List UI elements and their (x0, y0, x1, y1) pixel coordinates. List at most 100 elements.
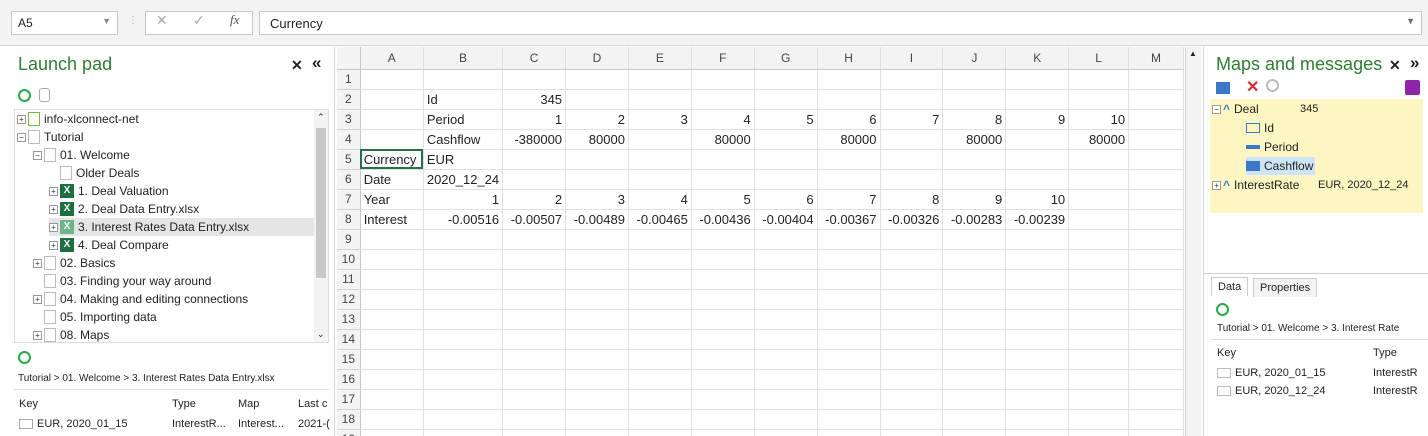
cell[interactable] (817, 249, 881, 270)
tree-item-maps[interactable]: +08. Maps (33, 326, 109, 342)
cell[interactable]: 7 (817, 189, 881, 210)
select-all-corner[interactable] (337, 47, 361, 70)
cell[interactable] (502, 149, 567, 170)
cell[interactable] (817, 409, 881, 430)
cell[interactable] (360, 249, 424, 270)
cell[interactable] (502, 369, 567, 390)
cell[interactable] (942, 429, 1007, 436)
cell[interactable] (1068, 89, 1130, 110)
cell[interactable]: Year (360, 189, 424, 210)
cell[interactable]: EUR (423, 149, 504, 170)
cell[interactable]: 6 (817, 109, 881, 130)
cell[interactable] (423, 309, 504, 330)
database-icon[interactable] (39, 88, 50, 102)
cell[interactable] (628, 149, 692, 170)
cell[interactable] (360, 429, 424, 436)
cell[interactable] (1005, 429, 1070, 436)
cell[interactable]: 9 (1005, 109, 1070, 130)
tab-properties[interactable]: Properties (1253, 278, 1318, 297)
scroll-down-icon[interactable]: ⌄ (317, 329, 325, 339)
expand-icon[interactable]: » (1410, 53, 1420, 72)
cell[interactable] (691, 149, 755, 170)
cell[interactable]: 1 (423, 189, 504, 210)
delete-icon[interactable]: ✕ (1246, 79, 1260, 96)
cell[interactable] (691, 229, 755, 250)
cell[interactable] (1128, 89, 1184, 110)
cell[interactable] (1068, 329, 1130, 350)
cell[interactable] (754, 169, 818, 190)
cell[interactable] (1005, 249, 1070, 270)
map-item-period[interactable]: Period (1246, 138, 1299, 156)
cell[interactable] (502, 329, 567, 350)
cell[interactable] (1005, 149, 1070, 170)
cell[interactable] (360, 109, 424, 130)
column-header[interactable]: M (1128, 47, 1184, 70)
cell[interactable] (628, 89, 692, 110)
cell[interactable] (502, 229, 567, 250)
cell[interactable] (942, 149, 1007, 170)
cell[interactable] (628, 349, 692, 370)
cell[interactable] (502, 289, 567, 310)
cell[interactable]: -0.00283 (942, 209, 1007, 230)
row-header[interactable]: 4 (337, 129, 361, 150)
cell[interactable] (942, 289, 1007, 310)
cell[interactable] (1068, 209, 1130, 230)
cell[interactable] (754, 369, 818, 390)
cell[interactable] (817, 429, 881, 436)
cell[interactable] (360, 309, 424, 330)
cell[interactable] (880, 409, 944, 430)
cell[interactable] (565, 389, 629, 410)
map-item-id[interactable]: Id (1246, 119, 1274, 137)
scrollbar-thumb[interactable] (316, 128, 326, 278)
tab-data[interactable]: Data (1211, 277, 1249, 296)
cell[interactable] (423, 229, 504, 250)
cell[interactable] (1128, 169, 1184, 190)
cell[interactable] (502, 269, 567, 290)
cell[interactable] (565, 89, 629, 110)
cell[interactable]: -0.00516 (423, 209, 504, 230)
collapse-icon[interactable]: « (312, 53, 322, 72)
cell[interactable] (1068, 189, 1130, 210)
column-header[interactable]: B (423, 47, 504, 70)
cell[interactable] (565, 309, 629, 330)
scroll-up-icon[interactable]: ⌃ (317, 112, 325, 122)
cell[interactable] (360, 389, 424, 410)
row-header[interactable]: 8 (337, 209, 361, 230)
expander-icon[interactable]: − (33, 150, 42, 160)
column-header-type[interactable]: Type (172, 398, 196, 410)
cell[interactable] (754, 149, 818, 170)
cell[interactable]: Cashflow (423, 129, 504, 150)
cell[interactable] (817, 149, 881, 170)
cell[interactable] (360, 349, 424, 370)
cell[interactable] (942, 349, 1007, 370)
cell[interactable] (565, 149, 629, 170)
cell[interactable] (754, 409, 818, 430)
cell[interactable]: -0.00436 (691, 209, 755, 230)
cell[interactable]: -0.00465 (628, 209, 692, 230)
column-header[interactable]: L (1068, 47, 1130, 70)
cell[interactable] (942, 369, 1007, 390)
cell[interactable] (754, 269, 818, 290)
column-header[interactable]: G (754, 47, 818, 70)
cell[interactable] (360, 369, 424, 390)
cell[interactable] (942, 69, 1007, 90)
column-header-type[interactable]: Type (1373, 347, 1397, 359)
cell[interactable]: 80000 (1068, 129, 1130, 150)
list-item[interactable]: EUR, 2020_12_24 InterestR (1211, 383, 1428, 401)
cell[interactable] (1005, 309, 1070, 330)
expander-icon[interactable]: + (33, 294, 42, 304)
cell[interactable] (423, 369, 504, 390)
cell[interactable]: -0.00239 (1005, 209, 1070, 230)
tree-item-tutorial[interactable]: − Tutorial (17, 128, 84, 146)
cell[interactable] (628, 289, 692, 310)
cell[interactable] (565, 249, 629, 270)
cell[interactable] (502, 349, 567, 370)
cell[interactable] (502, 309, 567, 330)
cell[interactable] (754, 249, 818, 270)
map-item-interest-rate[interactable]: + ^ InterestRate EUR, 2020_12_24 (1212, 176, 1423, 194)
cell[interactable] (817, 369, 881, 390)
sheet-table[interactable]: A B C D E F G H I J K L M 1 2 Id 345 3 Period 1 2 3 4 5 6 7 8 9 10 4 C… (337, 47, 1184, 436)
tree-item-deal-compare[interactable]: + X 4. Deal Compare (49, 236, 169, 254)
cell[interactable] (1005, 389, 1070, 410)
cell[interactable] (942, 269, 1007, 290)
